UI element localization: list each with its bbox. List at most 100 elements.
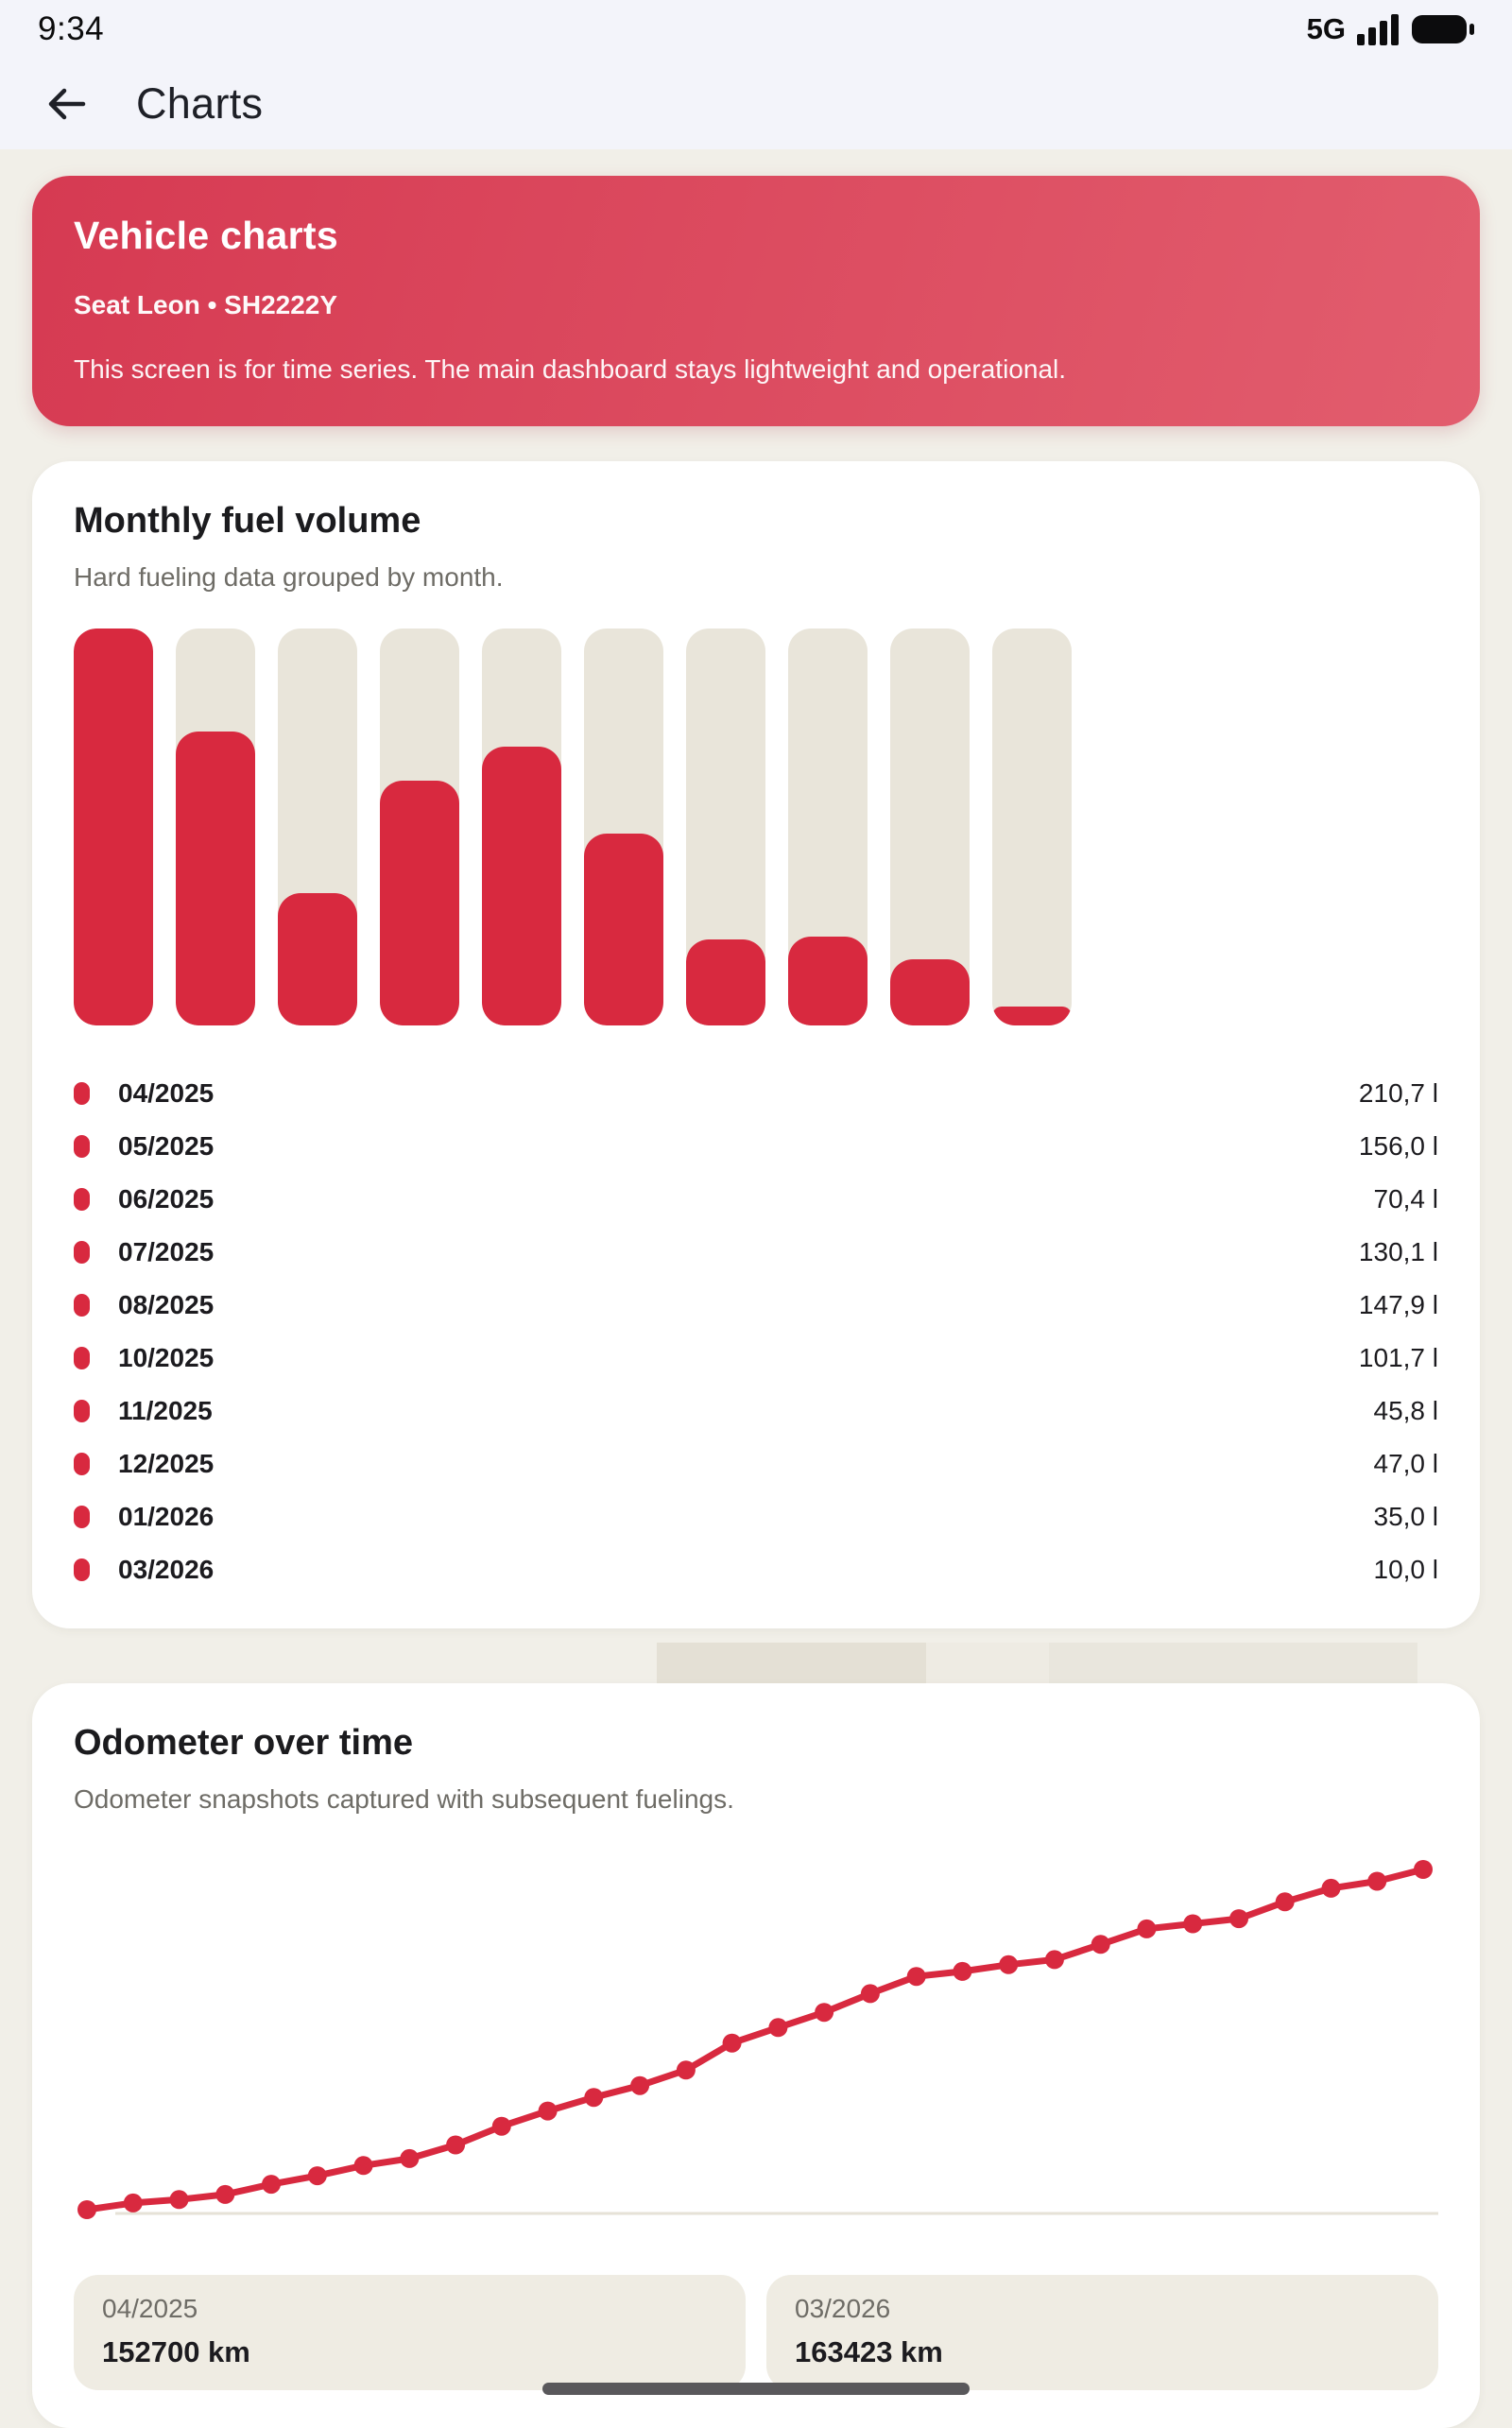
legend-volume-value: 70,4 l (1373, 1184, 1439, 1214)
odometer-point (491, 2116, 511, 2136)
legend-volume-value: 47,0 l (1373, 1449, 1439, 1478)
odometer-card: Odometer over time Odometer snapshots ca… (32, 1683, 1480, 2428)
legend-volume-value: 45,8 l (1373, 1396, 1439, 1425)
legend-left: 11/2025 (74, 1396, 213, 1426)
legend-month-label: 04/2025 (118, 1078, 215, 1108)
vehicle-summary-card: Vehicle charts Seat Leon • SH2222Y This … (32, 176, 1480, 426)
legend-dot-icon (74, 1506, 90, 1528)
gesture-navigation-handle[interactable] (542, 2383, 970, 2395)
odometer-line-chart (77, 1860, 1438, 2219)
odometer-point (169, 2190, 189, 2210)
fuel-bar-08/2025 (482, 629, 561, 1025)
fuel-bar-01/2026 (890, 629, 970, 1025)
legend-row-01/2026: 01/2026 35,0 l (74, 1490, 1438, 1543)
content: Vehicle charts Seat Leon • SH2222Y This … (0, 176, 1512, 2428)
odometer-point (1229, 1909, 1248, 1929)
back-button[interactable] (42, 79, 91, 129)
odometer-point (400, 2148, 420, 2168)
odometer-stats: 04/2025 152700 km 03/2026 163423 km (74, 2275, 1438, 2390)
legend-month-label: 05/2025 (118, 1131, 215, 1161)
fuel-bar-fill (890, 959, 970, 1025)
status-icons: 5G (1307, 12, 1474, 46)
fuel-bar-fill (176, 732, 255, 1025)
legend-row-10/2025: 10/2025 101,7 l (74, 1332, 1438, 1385)
fuel-bar-fill (74, 629, 153, 1025)
fuel-bar-fill (584, 834, 663, 1025)
legend-left: 05/2025 (74, 1131, 214, 1162)
legend-dot-icon (74, 1241, 90, 1264)
stat-label: 03/2026 (795, 2294, 891, 2323)
legend-left: 07/2025 (74, 1237, 214, 1267)
fuel-legend: 04/2025 210,7 l 05/2025 156,0 l 06/2025 70,4 … (74, 1067, 1438, 1596)
legend-month-label: 07/2025 (118, 1237, 215, 1266)
odometer-point (123, 2193, 143, 2213)
vehicle-name-plate: Seat Leon • SH2222Y (74, 290, 338, 319)
odometer-point (1367, 1871, 1387, 1891)
odometer-point (815, 2003, 834, 2023)
odometer-point (1183, 1914, 1203, 1934)
odometer-point (1275, 1892, 1295, 1912)
fuel-bar-fill (788, 937, 868, 1025)
stat-value: 152700 km (102, 2335, 250, 2368)
stat-value: 163423 km (795, 2335, 943, 2368)
legend-volume-value: 130,1 l (1358, 1237, 1438, 1266)
legend-month-label: 01/2026 (118, 1502, 215, 1531)
odometer-point (676, 2060, 696, 2080)
odometer-point (538, 2101, 558, 2121)
fuel-bar-06/2025 (278, 629, 357, 1025)
legend-volume-value: 210,7 l (1358, 1078, 1438, 1108)
stat-label: 04/2025 (102, 2294, 198, 2323)
odometer-point (584, 2088, 604, 2108)
status-time: 9:34 (38, 10, 105, 47)
vehicle-card-description: This screen is for time series. The main… (74, 354, 1067, 384)
fuel-bar-12/2025 (788, 629, 868, 1025)
fuel-bar-fill (278, 892, 357, 1025)
odometer-point (1091, 1935, 1110, 1954)
odometer-point (1321, 1878, 1341, 1898)
top-bar: 9:34 5G Charts (0, 0, 1512, 149)
legend-volume-value: 10,0 l (1373, 1555, 1439, 1584)
app-bar: Charts (0, 59, 1512, 149)
fuel-bar-fill (686, 938, 765, 1025)
fuel-bar-fill (482, 747, 561, 1025)
fuel-bar-11/2025 (686, 629, 765, 1025)
fuel-bar-04/2025 (74, 629, 153, 1025)
odometer-point (353, 2156, 373, 2176)
odometer-point (768, 2018, 788, 2038)
fuel-bar-fill (992, 1007, 1072, 1025)
page-title: Charts (136, 79, 264, 128)
legend-month-label: 08/2025 (118, 1290, 215, 1319)
odometer-card-subtitle: Odometer snapshots captured with subsequ… (74, 1784, 734, 1814)
odometer-point (722, 2033, 742, 2053)
legend-volume-value: 156,0 l (1358, 1131, 1438, 1161)
legend-volume-value: 35,0 l (1373, 1502, 1439, 1531)
legend-row-04/2025: 04/2025 210,7 l (74, 1067, 1438, 1120)
legend-dot-icon (74, 1453, 90, 1475)
legend-month-label: 10/2025 (118, 1343, 215, 1372)
fuel-bar-10/2025 (584, 629, 663, 1025)
battery-icon (1412, 15, 1474, 43)
legend-row-08/2025: 08/2025 147,9 l (74, 1279, 1438, 1332)
fuel-bar-chart (74, 629, 1438, 1025)
legend-dot-icon (74, 1082, 90, 1105)
fuel-card-subtitle: Hard fueling data grouped by month. (74, 562, 504, 592)
legend-volume-value: 147,9 l (1358, 1290, 1438, 1319)
odometer-point (262, 2175, 281, 2195)
legend-row-03/2026: 03/2026 10,0 l (74, 1543, 1438, 1596)
odometer-point (77, 2200, 96, 2219)
network-type-label: 5G (1306, 12, 1346, 45)
signal-strength-icon (1357, 14, 1399, 45)
legend-dot-icon (74, 1188, 90, 1211)
legend-month-label: 06/2025 (118, 1184, 215, 1214)
fuel-card-title: Monthly fuel volume (74, 501, 421, 541)
status-bar: 9:34 5G (0, 0, 1512, 59)
fuel-volume-card: Monthly fuel volume Hard fueling data gr… (32, 461, 1480, 1628)
legend-left: 12/2025 (74, 1449, 214, 1479)
odometer-card-title: Odometer over time (74, 1723, 413, 1763)
odometer-point (1137, 1919, 1157, 1938)
stat-last-snapshot: 03/2026 163423 km (766, 2275, 1438, 2390)
odometer-point (953, 1961, 972, 1981)
back-arrow-icon (48, 88, 86, 120)
stat-first-snapshot: 04/2025 152700 km (74, 2275, 746, 2390)
legend-row-11/2025: 11/2025 45,8 l (74, 1385, 1438, 1438)
